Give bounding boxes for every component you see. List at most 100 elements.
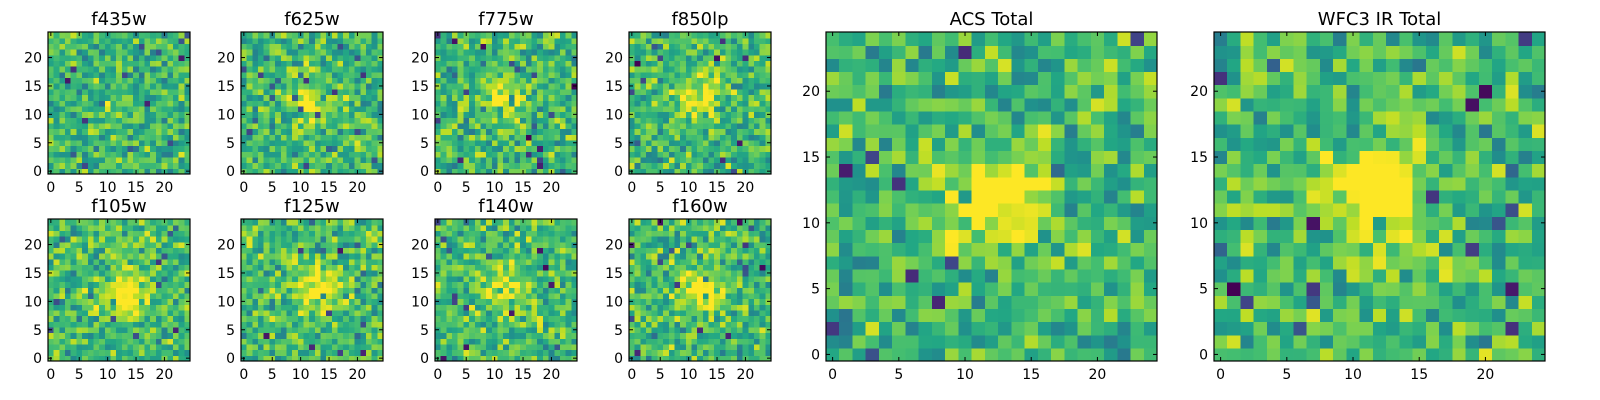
- heatmap-cell: [343, 122, 350, 130]
- heatmap-cell: [121, 100, 129, 107]
- heatmap-cell: [172, 236, 180, 243]
- heatmap-cell: [161, 105, 168, 113]
- heatmap-cell: [275, 219, 282, 226]
- heatmap-cell: [59, 355, 66, 362]
- heatmap-cell: [742, 298, 749, 305]
- heatmap-cell: [731, 111, 738, 118]
- heatmap-cell: [252, 298, 259, 305]
- heatmap-cell: [640, 60, 647, 67]
- heatmap-cell: [371, 326, 378, 334]
- heatmap-cell: [53, 236, 60, 243]
- heatmap-cell: [314, 253, 322, 260]
- heatmap-cell: [263, 105, 270, 113]
- heatmap-cell: [554, 128, 561, 135]
- heatmap-cell: [127, 100, 134, 107]
- heatmap-cell: [59, 349, 66, 356]
- heatmap-cell: [742, 349, 749, 356]
- heatmap-cell: [646, 60, 653, 67]
- heatmap-cell: [155, 281, 163, 288]
- heatmap-cell: [742, 156, 749, 164]
- heatmap-cell: [697, 111, 704, 118]
- heatmap-cell: [651, 88, 658, 96]
- heatmap-cell: [303, 117, 310, 124]
- heatmap-cell: [48, 37, 55, 44]
- heatmap-cell: [736, 134, 744, 141]
- heatmap-cell: [99, 122, 106, 130]
- heatmap-cell: [634, 117, 641, 124]
- heatmap-cell: [269, 111, 276, 118]
- heatmap-cell: [691, 100, 698, 107]
- heatmap-cell: [748, 168, 755, 175]
- heatmap-cell: [161, 66, 168, 73]
- heatmap-cell: [161, 253, 168, 260]
- heatmap-cell: [457, 292, 464, 300]
- heatmap-cell: [309, 219, 316, 226]
- heatmap-cell: [348, 236, 356, 243]
- heatmap-cell: [559, 275, 567, 283]
- heatmap-cell: [292, 219, 299, 226]
- heatmap-cell: [469, 139, 476, 147]
- heatmap-cell: [486, 253, 493, 260]
- heatmap-cell: [258, 54, 265, 61]
- heatmap-cell: [65, 128, 72, 135]
- heatmap-cell: [121, 77, 129, 84]
- axes-frame: [628, 31, 772, 175]
- heatmap-cell: [731, 304, 738, 311]
- heatmap-cell: [360, 349, 367, 356]
- heatmap-cell: [668, 298, 676, 305]
- heatmap-cell: [161, 54, 168, 61]
- heatmap-cell: [685, 128, 693, 135]
- heatmap-cell: [680, 315, 687, 322]
- heatmap-cell: [138, 219, 146, 226]
- heatmap-cell: [571, 230, 578, 237]
- heatmap-cell: [331, 60, 339, 67]
- heatmap-cell: [765, 156, 772, 164]
- y-tick-label: 0: [226, 164, 235, 180]
- heatmap-cell: [326, 343, 333, 351]
- heatmap-cell: [674, 134, 681, 141]
- heatmap-cell: [258, 156, 265, 164]
- heatmap-cell: [668, 275, 676, 283]
- heatmap-cell: [559, 253, 567, 260]
- heatmap-cell: [241, 145, 248, 152]
- heatmap-cell: [280, 100, 288, 107]
- heatmap-cell: [161, 43, 168, 50]
- heatmap-cell: [303, 309, 310, 317]
- heatmap-cell: [514, 83, 521, 90]
- heatmap-cell: [116, 134, 123, 141]
- heatmap-cell: [525, 94, 533, 101]
- heatmap-cell: [674, 43, 681, 50]
- heatmap-cell: [93, 37, 100, 44]
- heatmap-cell: [331, 77, 339, 84]
- heatmap-cell: [93, 117, 100, 124]
- heatmap-cell: [150, 122, 157, 130]
- heatmap-cell: [286, 139, 293, 147]
- heatmap-cell: [292, 94, 299, 101]
- heatmap-cell: [640, 281, 647, 288]
- heatmap-cell: [138, 37, 146, 44]
- heatmap-cell: [167, 49, 174, 56]
- heatmap-cell: [486, 247, 493, 254]
- heatmap-cell: [668, 151, 676, 158]
- heatmap-cell: [514, 309, 521, 317]
- heatmap-cell: [184, 60, 191, 67]
- heatmap-cell: [314, 241, 322, 248]
- heatmap-cell: [241, 343, 248, 351]
- heatmap-cell: [474, 156, 482, 164]
- heatmap-cell: [371, 54, 378, 61]
- heatmap-cell: [491, 145, 499, 152]
- heatmap-cell: [297, 338, 305, 345]
- heatmap-cell: [286, 236, 293, 243]
- heatmap-cell: [736, 128, 744, 135]
- y-tick-label: 20: [24, 51, 42, 67]
- heatmap-cell: [440, 230, 447, 237]
- heatmap-cell: [525, 326, 533, 334]
- heatmap-cell: [377, 338, 384, 345]
- heatmap-cell: [297, 326, 305, 334]
- heatmap-cell: [463, 343, 470, 351]
- heatmap-cell: [178, 139, 185, 147]
- heatmap-cell: [463, 49, 470, 56]
- heatmap-cell: [525, 298, 533, 305]
- heatmap-cell: [76, 156, 83, 164]
- heatmap-cell: [331, 247, 339, 254]
